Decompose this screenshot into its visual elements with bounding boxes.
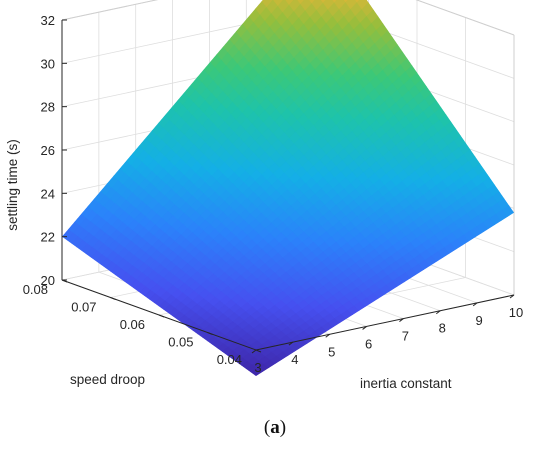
x-tick-label: 5 bbox=[328, 344, 335, 359]
figure-caption: (a) bbox=[0, 417, 550, 439]
x-tick-mark bbox=[472, 302, 478, 307]
y-tick-label: 0.06 bbox=[120, 317, 145, 332]
y-tick-label: 0.04 bbox=[217, 352, 242, 367]
y-tick-mark bbox=[110, 297, 116, 300]
x-tick-mark bbox=[435, 310, 441, 315]
x-tick-mark bbox=[288, 341, 294, 346]
x-tick-mark bbox=[509, 294, 515, 299]
surface-patch bbox=[284, 0, 297, 6]
y-tick-mark bbox=[158, 314, 165, 318]
x-axis-label: inertia constant bbox=[360, 376, 452, 391]
x-tick-label: 9 bbox=[476, 313, 483, 328]
surface bbox=[62, 0, 514, 376]
z-tick-label: 24 bbox=[41, 186, 55, 201]
y-axis-label: speed droop bbox=[70, 372, 145, 387]
x-axis-line bbox=[255, 294, 515, 351]
x-tick-mark bbox=[399, 318, 404, 322]
surface-patch bbox=[502, 205, 514, 218]
z-tick-label: 32 bbox=[41, 13, 55, 28]
z-tick-label: 20 bbox=[41, 273, 55, 288]
z-tick-label: 22 bbox=[41, 230, 55, 245]
x-tick-label: 3 bbox=[254, 360, 261, 375]
x-tick-label: 8 bbox=[439, 321, 446, 336]
caption-open: ( bbox=[263, 417, 271, 438]
y-tick-mark bbox=[255, 349, 262, 353]
caption-close: ) bbox=[279, 417, 287, 438]
x-tick-mark bbox=[325, 333, 331, 338]
z-axis-label: settling time (s) bbox=[5, 139, 20, 231]
x-tick-label: 4 bbox=[291, 352, 298, 367]
y-tick-label: 0.05 bbox=[168, 335, 193, 350]
box-edge bbox=[415, 0, 515, 36]
y-tick-label: 0.07 bbox=[71, 300, 96, 315]
x-tick-mark bbox=[362, 326, 367, 330]
x-tick-mark bbox=[251, 349, 257, 354]
box-edge bbox=[61, 0, 159, 21]
axes bbox=[61, 19, 515, 354]
x-tick-label: 7 bbox=[402, 329, 409, 344]
y-tick-label: 0.08 bbox=[23, 282, 48, 297]
z-tick-label: 26 bbox=[41, 143, 55, 158]
y-tick-mark bbox=[207, 332, 213, 335]
x-tick-label: 6 bbox=[365, 336, 372, 351]
caption-letter: a bbox=[270, 417, 280, 438]
z-tick-label: 28 bbox=[41, 100, 55, 115]
surface-patch bbox=[295, 0, 308, 5]
x-tick-label: 10 bbox=[509, 305, 523, 320]
z-tick-label: 30 bbox=[41, 56, 55, 71]
